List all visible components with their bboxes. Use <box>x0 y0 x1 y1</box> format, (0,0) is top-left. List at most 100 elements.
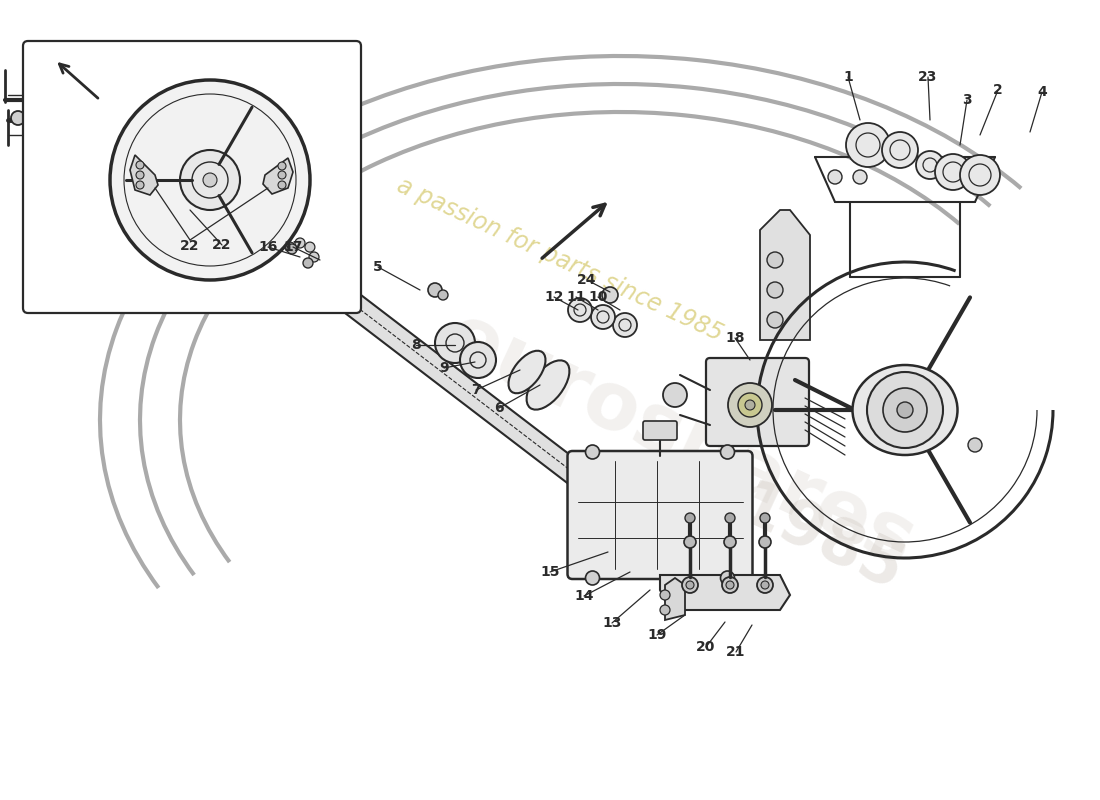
Polygon shape <box>30 108 315 195</box>
Circle shape <box>287 244 297 254</box>
Text: 5: 5 <box>373 260 383 274</box>
Circle shape <box>916 151 944 179</box>
Polygon shape <box>40 85 220 145</box>
Circle shape <box>660 590 670 600</box>
Circle shape <box>302 258 313 268</box>
Circle shape <box>685 513 695 523</box>
Circle shape <box>278 181 286 189</box>
Circle shape <box>95 89 104 99</box>
Circle shape <box>305 242 315 252</box>
Circle shape <box>968 438 982 452</box>
Ellipse shape <box>508 350 546 394</box>
Circle shape <box>896 402 913 418</box>
Text: 9: 9 <box>439 361 449 375</box>
Ellipse shape <box>852 365 957 455</box>
Circle shape <box>722 577 738 593</box>
Text: 21: 21 <box>726 645 746 659</box>
Circle shape <box>935 154 971 190</box>
Circle shape <box>767 312 783 328</box>
Text: 15: 15 <box>540 565 560 579</box>
Text: 11: 11 <box>566 290 585 304</box>
Text: 12: 12 <box>544 290 563 304</box>
Ellipse shape <box>527 360 570 410</box>
Circle shape <box>434 323 475 363</box>
Text: 22: 22 <box>180 239 200 253</box>
Circle shape <box>745 400 755 410</box>
Text: 22: 22 <box>212 238 232 252</box>
Circle shape <box>585 445 600 459</box>
Text: 20: 20 <box>696 640 716 654</box>
Circle shape <box>438 290 448 300</box>
Text: 23: 23 <box>918 70 937 84</box>
FancyBboxPatch shape <box>644 421 676 440</box>
Circle shape <box>728 383 772 427</box>
Circle shape <box>767 282 783 298</box>
Circle shape <box>602 287 618 303</box>
Circle shape <box>943 170 957 184</box>
Circle shape <box>110 80 310 280</box>
Circle shape <box>180 150 240 210</box>
Text: 14: 14 <box>574 589 594 603</box>
Text: 2: 2 <box>993 83 1003 97</box>
Circle shape <box>204 173 217 187</box>
Circle shape <box>278 162 286 170</box>
FancyBboxPatch shape <box>23 41 361 313</box>
Circle shape <box>960 155 1000 195</box>
Circle shape <box>309 252 319 262</box>
Circle shape <box>767 252 783 268</box>
Circle shape <box>725 513 735 523</box>
Circle shape <box>428 283 442 297</box>
Circle shape <box>11 111 25 125</box>
FancyBboxPatch shape <box>568 451 752 579</box>
Text: 1985: 1985 <box>728 476 912 604</box>
Circle shape <box>278 235 322 279</box>
Circle shape <box>155 97 165 107</box>
Circle shape <box>846 123 890 167</box>
Circle shape <box>968 170 982 184</box>
Circle shape <box>613 313 637 337</box>
FancyBboxPatch shape <box>706 358 808 446</box>
Circle shape <box>285 242 295 252</box>
Text: 19: 19 <box>647 628 667 642</box>
Circle shape <box>684 536 696 548</box>
Polygon shape <box>277 242 747 610</box>
Circle shape <box>568 298 592 322</box>
Circle shape <box>720 571 735 585</box>
Circle shape <box>591 305 615 329</box>
Circle shape <box>460 342 496 378</box>
Circle shape <box>278 171 286 179</box>
Text: 18: 18 <box>725 331 745 345</box>
Text: 16: 16 <box>258 240 277 254</box>
Circle shape <box>757 577 773 593</box>
Circle shape <box>882 132 918 168</box>
Circle shape <box>726 581 734 589</box>
Circle shape <box>660 605 670 615</box>
Circle shape <box>760 513 770 523</box>
Circle shape <box>136 181 144 189</box>
Polygon shape <box>130 155 158 195</box>
Circle shape <box>724 536 736 548</box>
Circle shape <box>136 171 144 179</box>
Circle shape <box>828 170 842 184</box>
Circle shape <box>761 581 769 589</box>
Text: 6: 6 <box>494 401 504 415</box>
Circle shape <box>295 238 305 248</box>
Circle shape <box>883 388 927 432</box>
Polygon shape <box>660 575 790 610</box>
Text: 13: 13 <box>603 616 622 630</box>
Text: eurospares: eurospares <box>432 297 927 583</box>
Circle shape <box>867 372 943 448</box>
Polygon shape <box>666 578 685 620</box>
Text: a passion for parts since 1985: a passion for parts since 1985 <box>393 174 727 346</box>
Circle shape <box>738 393 762 417</box>
Text: 10: 10 <box>588 290 607 304</box>
Text: 7: 7 <box>471 383 481 397</box>
Text: 17: 17 <box>284 240 302 254</box>
Circle shape <box>585 571 600 585</box>
Polygon shape <box>760 210 810 340</box>
Circle shape <box>759 536 771 548</box>
Text: 8: 8 <box>411 338 421 352</box>
Circle shape <box>852 170 867 184</box>
Circle shape <box>682 577 698 593</box>
Circle shape <box>720 445 735 459</box>
